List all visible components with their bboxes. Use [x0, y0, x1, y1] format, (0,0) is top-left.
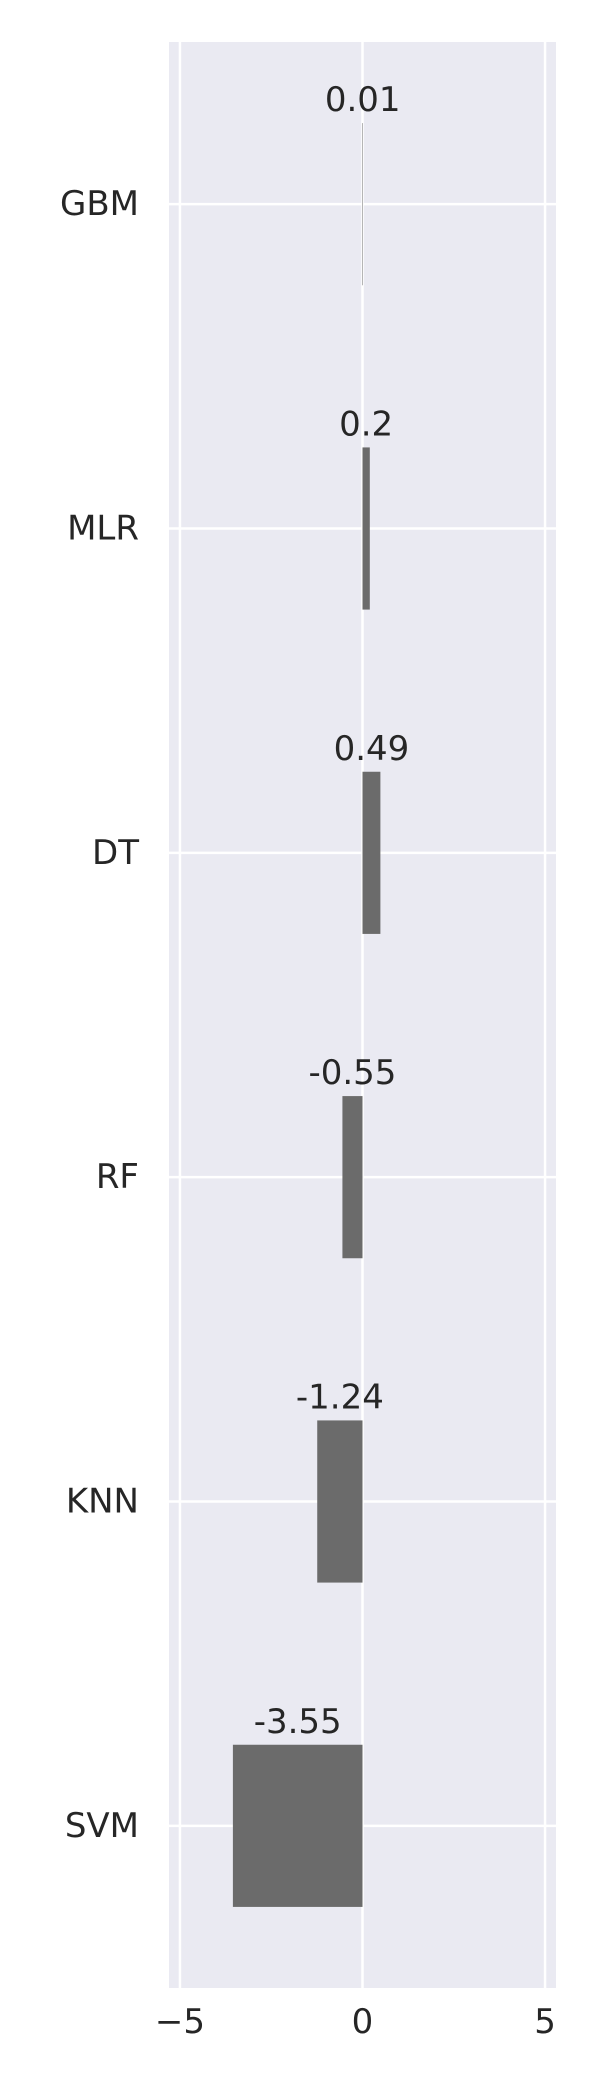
- value-label-mlr: 0.2: [339, 404, 393, 444]
- bar-gbm: [362, 123, 363, 286]
- value-label-knn: -1.24: [296, 1377, 384, 1417]
- y-axis-ticks: GBM MLR DT RF KNN SVM: [60, 184, 139, 1846]
- value-label-dt: 0.49: [334, 729, 410, 769]
- value-label-gbm: 0.01: [325, 80, 401, 120]
- value-label-rf: -0.55: [308, 1053, 396, 1093]
- value-labels: 0.01 0.2 0.49 -0.55 -1.24 -3.55: [254, 80, 410, 1742]
- bar-dt: [362, 771, 381, 934]
- x-tick-label-1: 0: [352, 2002, 374, 2042]
- x-tick-label-0: −5: [155, 2002, 205, 2042]
- bar-mlr: [362, 447, 370, 610]
- x-axis-ticks: −5 0 5: [155, 2002, 556, 2042]
- y-tick-label-knn: KNN: [66, 1482, 139, 1522]
- y-tick-label-rf: RF: [96, 1157, 139, 1197]
- bar-knn: [317, 1420, 363, 1583]
- value-label-svm: -3.55: [254, 1702, 342, 1742]
- y-tick-label-mlr: MLR: [67, 509, 139, 549]
- bar-rf: [342, 1096, 363, 1259]
- x-tick-label-2: 5: [534, 2002, 556, 2042]
- y-tick-label-gbm: GBM: [60, 184, 139, 224]
- y-tick-label-svm: SVM: [65, 1806, 139, 1846]
- bars: [232, 123, 381, 1907]
- bar-svm: [232, 1744, 363, 1907]
- y-tick-label-dt: DT: [92, 833, 139, 873]
